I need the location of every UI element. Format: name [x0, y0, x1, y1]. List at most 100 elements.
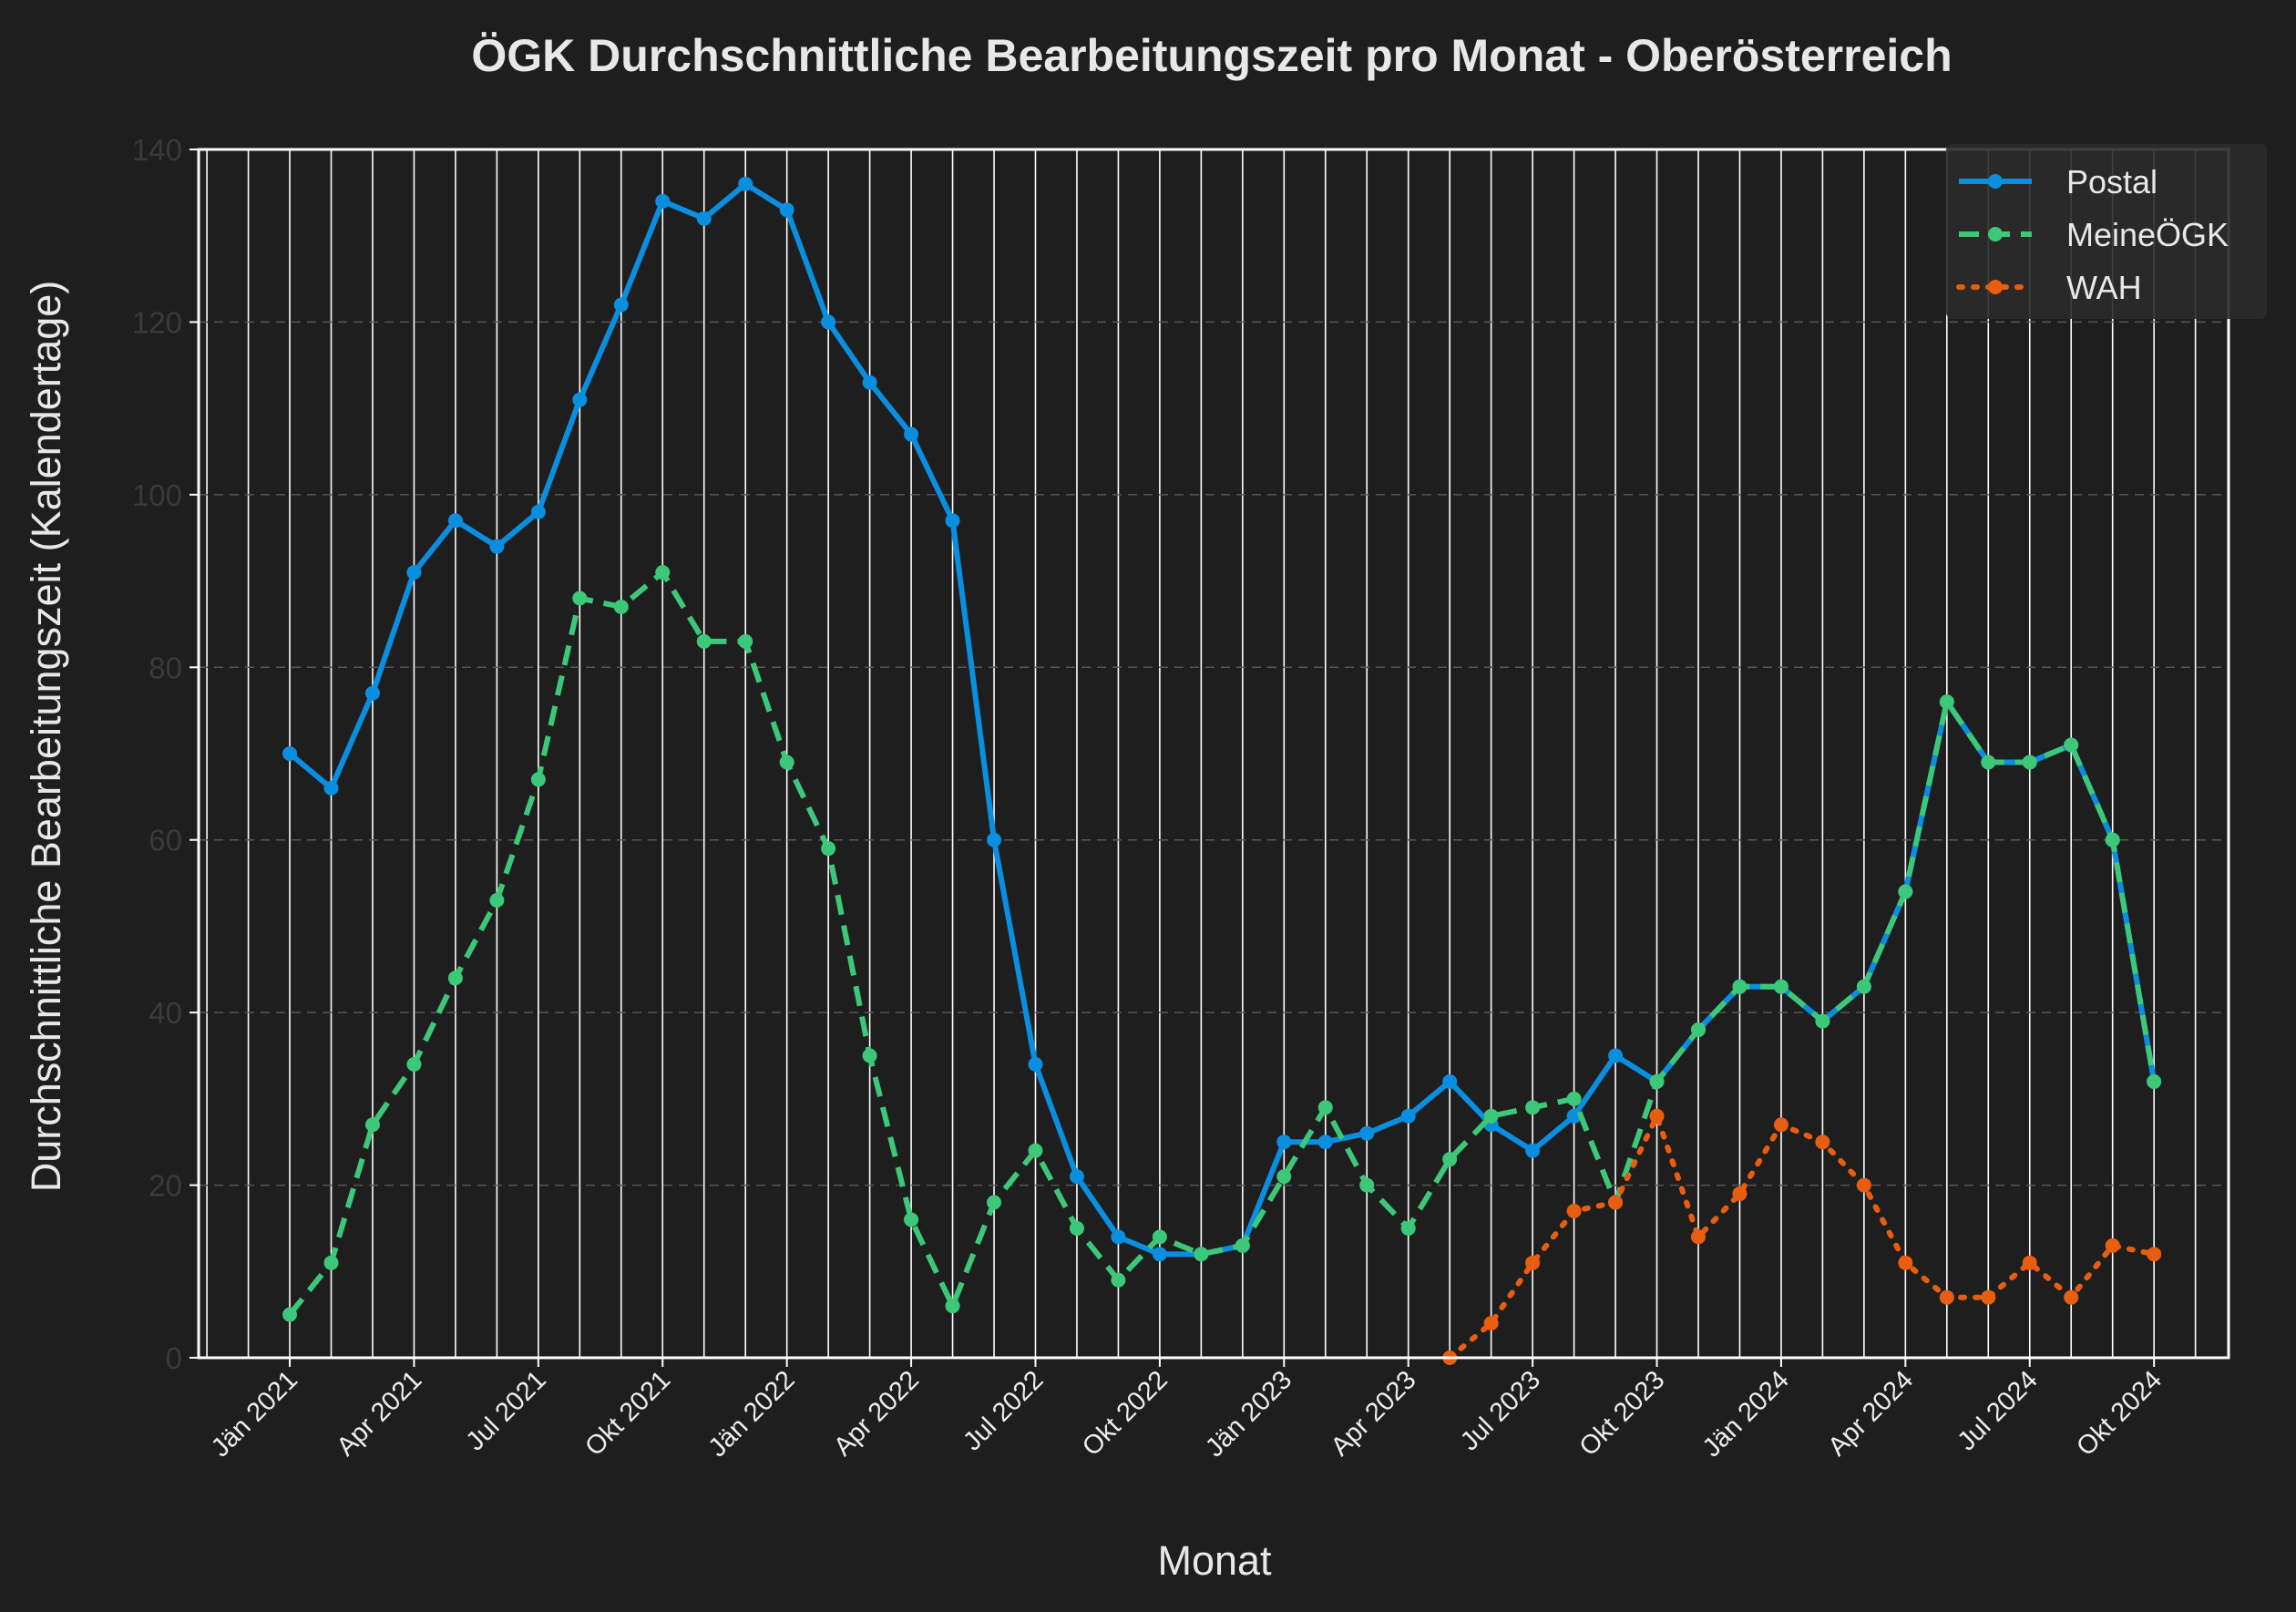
data-point: [1981, 1289, 1996, 1305]
data-point: [489, 893, 505, 909]
legend-marker: [1988, 227, 2003, 241]
data-point: [1069, 1220, 1084, 1236]
data-point: [779, 202, 794, 218]
data-point: [1566, 1203, 1582, 1218]
data-point: [945, 513, 960, 529]
data-point: [821, 314, 836, 330]
data-point: [1898, 1255, 1913, 1270]
data-point: [1317, 1135, 1333, 1150]
data-point: [1981, 755, 1996, 770]
series-line: [1447, 1113, 2158, 1360]
data-point: [1276, 1169, 1292, 1185]
data-point: [2147, 1247, 2162, 1262]
data-point: [2105, 1237, 2120, 1253]
data-point: [1525, 1255, 1541, 1270]
data-point: [904, 1212, 919, 1227]
data-point: [987, 832, 1002, 847]
y-axis-label: Durchschnittliche Bearbeitungszeit (Kale…: [23, 281, 69, 1193]
data-point: [447, 970, 463, 986]
data-point: [613, 297, 629, 313]
data-point: [1276, 1135, 1292, 1150]
data-point: [323, 1255, 339, 1270]
data-point: [1111, 1272, 1126, 1288]
data-point: [1400, 1220, 1416, 1236]
data-point: [1111, 1229, 1126, 1245]
data-point: [282, 1307, 298, 1322]
data-point: [655, 193, 671, 209]
data-point: [1815, 1135, 1830, 1150]
data-point: [406, 565, 422, 580]
data-point: [862, 1048, 877, 1063]
data-point: [1194, 1247, 1209, 1262]
data-point: [1856, 1177, 1871, 1193]
y-ticks: 0 20 40 60 80 100 120 140: [132, 133, 199, 1375]
data-point: [1608, 1195, 1624, 1210]
data-point: [945, 1299, 960, 1314]
data-point: [530, 504, 546, 519]
data-point: [1317, 1100, 1333, 1115]
data-point: [1483, 1108, 1499, 1124]
data-point: [1898, 884, 1913, 899]
data-point: [738, 176, 753, 191]
grid: [199, 149, 2229, 1359]
data-point: [1690, 1022, 1706, 1038]
data-point: [1069, 1169, 1084, 1185]
x-axis-label: Monat: [1157, 1537, 1272, 1584]
y-tick-label: 140: [132, 133, 182, 167]
data-point: [530, 772, 546, 787]
data-point: [364, 1117, 380, 1133]
data-point: [282, 746, 298, 761]
legend: Postal MeineÖGK WAH: [1946, 144, 2267, 319]
data-point: [1773, 979, 1789, 994]
legend-box: [1946, 144, 2267, 319]
plot-frame: [197, 148, 2230, 1360]
y-tick-label: 40: [149, 996, 182, 1030]
data-point: [1815, 1013, 1830, 1029]
data-point: [1649, 1108, 1665, 1124]
data-point: [904, 426, 919, 442]
data-point: [1608, 1048, 1624, 1063]
data-point: [1939, 1289, 1954, 1305]
data-point: [613, 599, 629, 614]
y-tick-label: 80: [149, 651, 182, 684]
data-point: [1566, 1091, 1582, 1106]
data-point: [1152, 1229, 1167, 1245]
data-point: [1649, 1073, 1665, 1089]
series-layer: [282, 176, 2162, 1365]
data-point: [1483, 1316, 1499, 1331]
data-point: [2147, 1073, 2162, 1089]
y-tick-label: 60: [149, 824, 182, 857]
data-point: [738, 633, 753, 649]
data-point: [1442, 1152, 1458, 1167]
legend-label: Postal: [2066, 163, 2158, 200]
data-point: [1525, 1100, 1541, 1115]
data-point: [364, 685, 380, 701]
data-point: [655, 565, 671, 580]
data-point: [2105, 832, 2120, 847]
data-point: [1690, 1229, 1706, 1245]
data-point: [489, 539, 505, 554]
data-point: [696, 210, 712, 226]
data-point: [1400, 1108, 1416, 1124]
data-point: [1359, 1125, 1375, 1141]
data-point: [1732, 979, 1748, 994]
data-point: [1773, 1117, 1789, 1133]
data-point: [1732, 1186, 1748, 1202]
data-point: [1566, 1108, 1582, 1124]
data-point: [1235, 1237, 1250, 1253]
series-line: [287, 570, 2158, 1317]
data-point: [1442, 1073, 1458, 1089]
data-point: [2022, 755, 2037, 770]
data-point: [696, 633, 712, 649]
legend-label: WAH: [2066, 269, 2142, 306]
y-tick-label: 0: [166, 1341, 182, 1375]
data-point: [1525, 1143, 1541, 1158]
data-point: [572, 392, 588, 407]
y-tick-label: 20: [149, 1169, 182, 1203]
data-point: [2022, 1255, 2037, 1270]
data-point: [821, 841, 836, 857]
data-point: [1856, 979, 1871, 994]
data-point: [1152, 1247, 1167, 1262]
